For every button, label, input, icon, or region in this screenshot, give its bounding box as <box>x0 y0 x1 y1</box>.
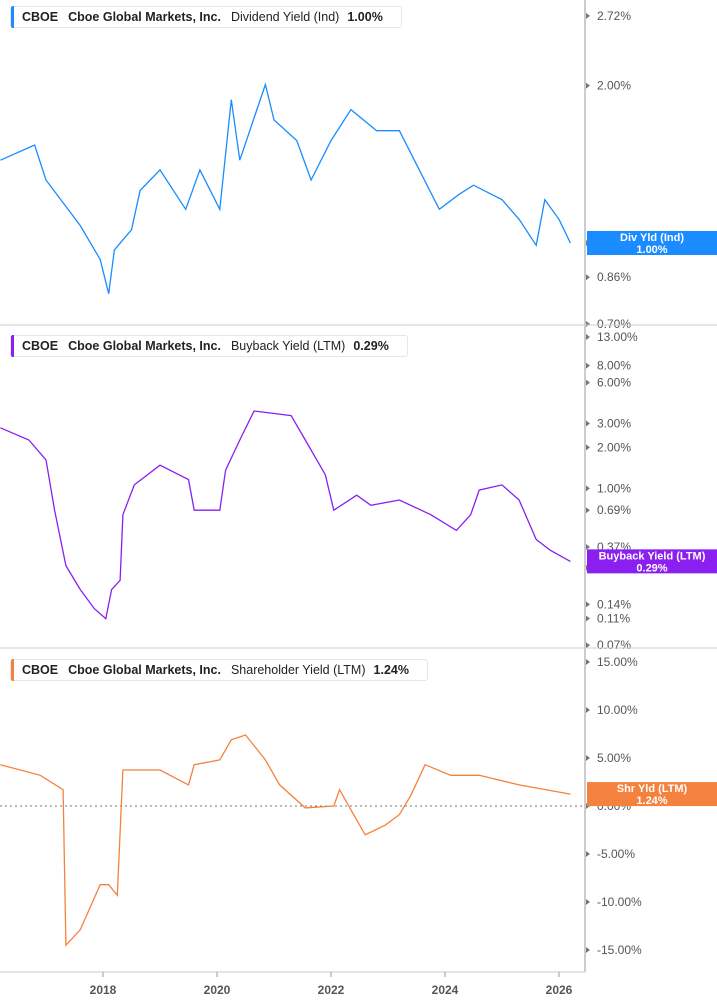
last-value-tag-value: 0.29% <box>636 562 667 574</box>
y-tick-label: 2.00% <box>597 79 631 93</box>
y-tick-label: 3.00% <box>597 417 631 431</box>
y-tick-mark <box>586 601 590 608</box>
y-tick-label: -5.00% <box>597 847 635 861</box>
legend-value: 0.29% <box>353 339 389 353</box>
legend-value: 1.00% <box>347 10 383 24</box>
y-tick-label: 2.00% <box>597 440 631 454</box>
last-value-tag <box>587 549 717 574</box>
legend-company: Cboe Global Markets, Inc. <box>68 10 221 24</box>
legend-value: 1.24% <box>373 663 409 677</box>
y-tick-mark <box>586 755 590 761</box>
y-tick-label: 0.70% <box>597 317 631 331</box>
y-tick-mark <box>586 485 590 492</box>
x-tick-label: 2022 <box>318 983 345 997</box>
last-value-tag <box>587 231 717 255</box>
y-tick-label: 0.07% <box>597 638 631 652</box>
y-tick-mark <box>586 82 590 89</box>
x-tick-label: 2018 <box>90 983 117 997</box>
x-tick-label: 2024 <box>432 983 459 997</box>
y-tick-mark <box>586 274 590 281</box>
y-tick-label: 1.00% <box>597 481 631 495</box>
legend-shareholder-yield: CBOE Cboe Global Markets, Inc. Shareholde… <box>10 659 428 681</box>
y-tick-mark <box>586 444 590 451</box>
y-tick-label: 2.72% <box>597 9 631 23</box>
y-tick-mark <box>586 362 590 369</box>
y-tick-mark <box>586 334 590 340</box>
y-tick-label: -15.00% <box>597 943 642 957</box>
y-tick-label: 0.14% <box>597 597 631 611</box>
y-tick-label: 13.00% <box>597 330 638 344</box>
y-tick-mark <box>586 320 590 327</box>
y-tick-mark <box>586 507 590 514</box>
legend-ticker: CBOE <box>22 663 59 677</box>
legend-buyback-yield: CBOE Cboe Global Markets, Inc. Buyback Yi… <box>10 335 408 357</box>
y-tick-mark <box>586 543 590 550</box>
legend-metric: Shareholder Yield (LTM) <box>230 663 366 677</box>
y-tick-mark <box>586 851 590 857</box>
series-color-marker <box>11 6 14 28</box>
y-tick-mark <box>586 642 590 649</box>
last-value-tag-value: 1.24% <box>636 795 667 807</box>
y-tick-mark <box>586 420 590 427</box>
y-tick-mark <box>586 12 590 19</box>
series-line-2 <box>0 734 571 947</box>
x-tick-label: 2020 <box>204 983 231 997</box>
y-tick-mark <box>586 379 590 386</box>
last-value-tag-label: Div Yld (Ind) <box>620 232 684 244</box>
legend-ticker: CBOE <box>22 339 59 353</box>
series-line-1 <box>0 410 571 620</box>
last-value-tag-label: Shr Yld (LTM) <box>617 783 688 795</box>
series-line-0 <box>0 82 571 294</box>
last-value-tag-label: Buyback Yield (LTM) <box>599 550 706 562</box>
last-value-tag <box>587 782 717 807</box>
y-tick-label: 5.00% <box>597 751 631 765</box>
y-tick-label: 15.00% <box>597 655 638 669</box>
legend-ticker: CBOE <box>22 10 59 24</box>
y-tick-mark <box>586 947 590 953</box>
y-tick-label: 0.69% <box>597 503 631 517</box>
legend-company: Cboe Global Markets, Inc. <box>68 339 221 353</box>
y-tick-mark <box>586 707 590 713</box>
y-tick-mark <box>586 899 590 905</box>
y-tick-label: 8.00% <box>597 359 631 373</box>
y-tick-mark <box>586 615 590 622</box>
y-tick-label: 0.86% <box>597 270 631 284</box>
y-tick-label: 0.11% <box>597 612 630 626</box>
legend-dividend-yield: CBOE Cboe Global Markets, Inc. Dividend Y… <box>10 6 402 28</box>
legend-metric: Buyback Yield (LTM) <box>230 339 346 353</box>
y-tick-label: 6.00% <box>597 376 631 390</box>
y-tick-label: 10.00% <box>597 703 638 717</box>
last-value-tag-value: 1.00% <box>636 244 667 256</box>
legend-metric: Dividend Yield (Ind) <box>230 10 340 24</box>
y-tick-label: -10.00% <box>597 895 642 909</box>
x-tick-label: 2026 <box>546 983 573 997</box>
legend-company: Cboe Global Markets, Inc. <box>68 663 221 677</box>
series-color-marker <box>11 659 14 681</box>
series-color-marker <box>11 335 14 357</box>
y-tick-mark <box>586 659 590 665</box>
